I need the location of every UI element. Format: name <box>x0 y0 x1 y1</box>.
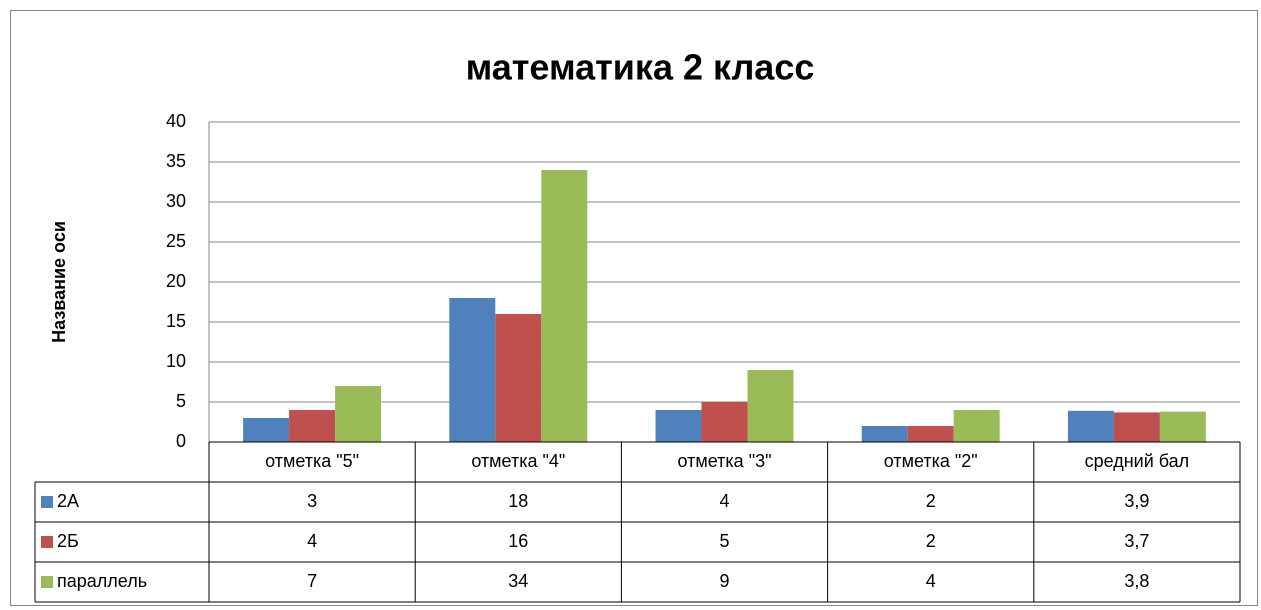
y-tick-label: 5 <box>176 391 186 411</box>
x-tick-label: средний бал <box>1085 451 1190 471</box>
bar <box>449 298 496 442</box>
legend-label: 2Б <box>57 531 79 551</box>
table-cell: 18 <box>508 491 528 511</box>
bar <box>1067 410 1114 442</box>
bar <box>335 386 382 442</box>
table-cell: 4 <box>307 531 317 551</box>
x-tick-label: отметка "5" <box>265 451 359 471</box>
y-axis-title: Название оси <box>49 221 69 343</box>
table-cell: 4 <box>719 491 729 511</box>
bar <box>655 410 702 442</box>
bar <box>953 410 1000 442</box>
table-cell: 9 <box>719 571 729 591</box>
legend-label: параллель <box>57 571 147 591</box>
legend-key <box>41 576 53 588</box>
bar <box>289 410 336 442</box>
x-tick-label: отметка "2" <box>884 451 978 471</box>
bar <box>495 314 542 442</box>
x-tick-label: отметка "3" <box>678 451 772 471</box>
y-tick-label: 15 <box>166 311 186 331</box>
bar <box>747 370 794 442</box>
bar <box>541 170 588 442</box>
table-cell: 16 <box>508 531 528 551</box>
y-tick-label: 10 <box>166 351 186 371</box>
bar <box>1159 411 1206 442</box>
table-cell: 4 <box>926 571 936 591</box>
chart-title: математика 2 класс <box>466 47 815 88</box>
table-cell: 2 <box>926 491 936 511</box>
table-cell: 3 <box>307 491 317 511</box>
y-tick-label: 25 <box>166 231 186 251</box>
bar <box>701 402 748 442</box>
bar <box>1113 412 1160 442</box>
table-cell: 7 <box>307 571 317 591</box>
bar <box>861 426 908 442</box>
chart-border <box>10 10 1258 606</box>
y-tick-label: 40 <box>166 111 186 131</box>
table-cell: 34 <box>508 571 528 591</box>
table-cell: 2 <box>926 531 936 551</box>
bar <box>243 418 290 442</box>
y-tick-label: 30 <box>166 191 186 211</box>
legend-key <box>41 496 53 508</box>
legend-label: 2А <box>57 491 79 511</box>
table-cell: 5 <box>719 531 729 551</box>
table-cell: 3,7 <box>1124 531 1149 551</box>
table-cell: 3,8 <box>1124 571 1149 591</box>
y-tick-label: 35 <box>166 151 186 171</box>
table-cell: 3,9 <box>1124 491 1149 511</box>
x-tick-label: отметка "4" <box>471 451 565 471</box>
y-tick-label: 20 <box>166 271 186 291</box>
legend-key <box>41 536 53 548</box>
y-tick-label: 0 <box>176 431 186 451</box>
bar <box>907 426 954 442</box>
